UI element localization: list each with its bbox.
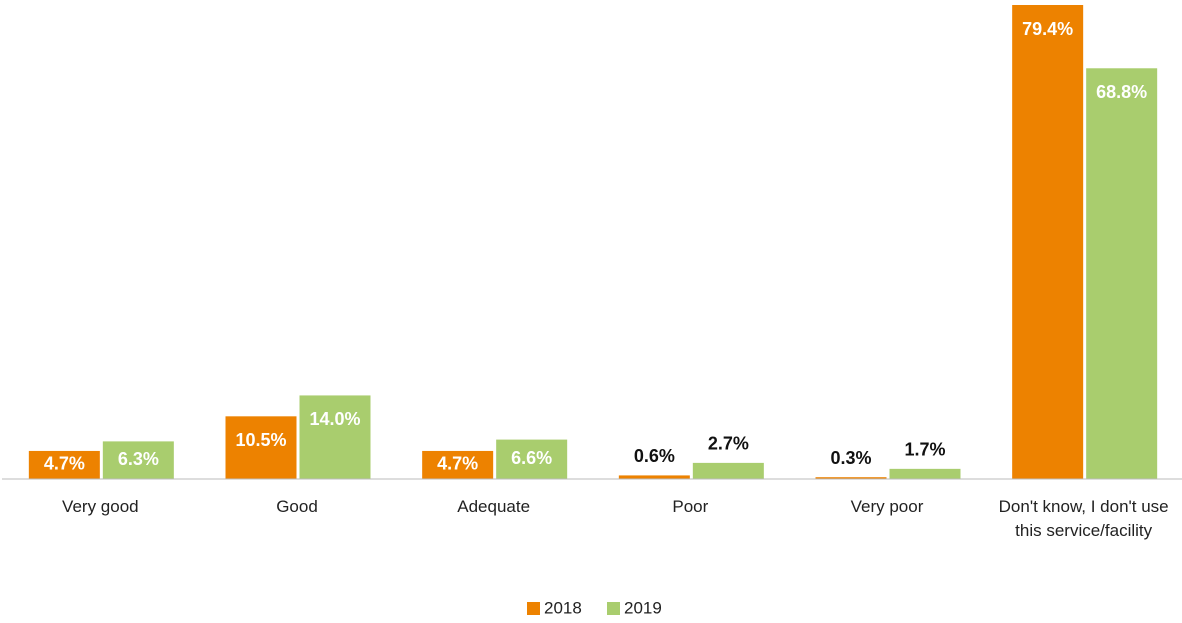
legend-label: 2018 bbox=[544, 598, 582, 617]
bar bbox=[1012, 5, 1084, 479]
bar bbox=[815, 477, 887, 479]
data-label: 68.8% bbox=[1096, 82, 1147, 102]
bar bbox=[102, 441, 174, 479]
x-tick-label: Very good bbox=[62, 497, 139, 516]
data-label: 79.4% bbox=[1022, 19, 1073, 39]
legend-label: 2019 bbox=[624, 598, 662, 617]
bar bbox=[225, 416, 297, 479]
data-label: 4.7% bbox=[437, 454, 478, 474]
data-label: 1.7% bbox=[904, 440, 945, 460]
bar bbox=[618, 475, 690, 479]
data-label: 4.7% bbox=[44, 454, 85, 474]
bar bbox=[422, 450, 494, 479]
bar bbox=[1086, 68, 1158, 479]
bar bbox=[496, 439, 568, 479]
legend-swatch bbox=[527, 602, 540, 615]
data-label: 14.0% bbox=[309, 409, 360, 429]
x-tick-label: Good bbox=[276, 497, 318, 516]
bar bbox=[28, 450, 100, 479]
data-label: 0.3% bbox=[830, 448, 871, 468]
data-label: 6.3% bbox=[118, 449, 159, 469]
x-tick-label: Don't know, I don't use this service/fac… bbox=[998, 497, 1169, 540]
bar bbox=[692, 462, 764, 479]
x-tick-label: Adequate bbox=[457, 497, 531, 516]
legend-swatch bbox=[607, 602, 620, 615]
x-tick-label: Poor bbox=[672, 497, 709, 516]
data-label: 6.6% bbox=[511, 448, 552, 468]
bar bbox=[299, 395, 371, 479]
x-tick-label: Very poor bbox=[850, 497, 924, 516]
data-label: 10.5% bbox=[235, 430, 286, 450]
data-label: 2.7% bbox=[708, 434, 749, 454]
data-label: 0.6% bbox=[634, 446, 675, 466]
bar bbox=[889, 468, 961, 479]
